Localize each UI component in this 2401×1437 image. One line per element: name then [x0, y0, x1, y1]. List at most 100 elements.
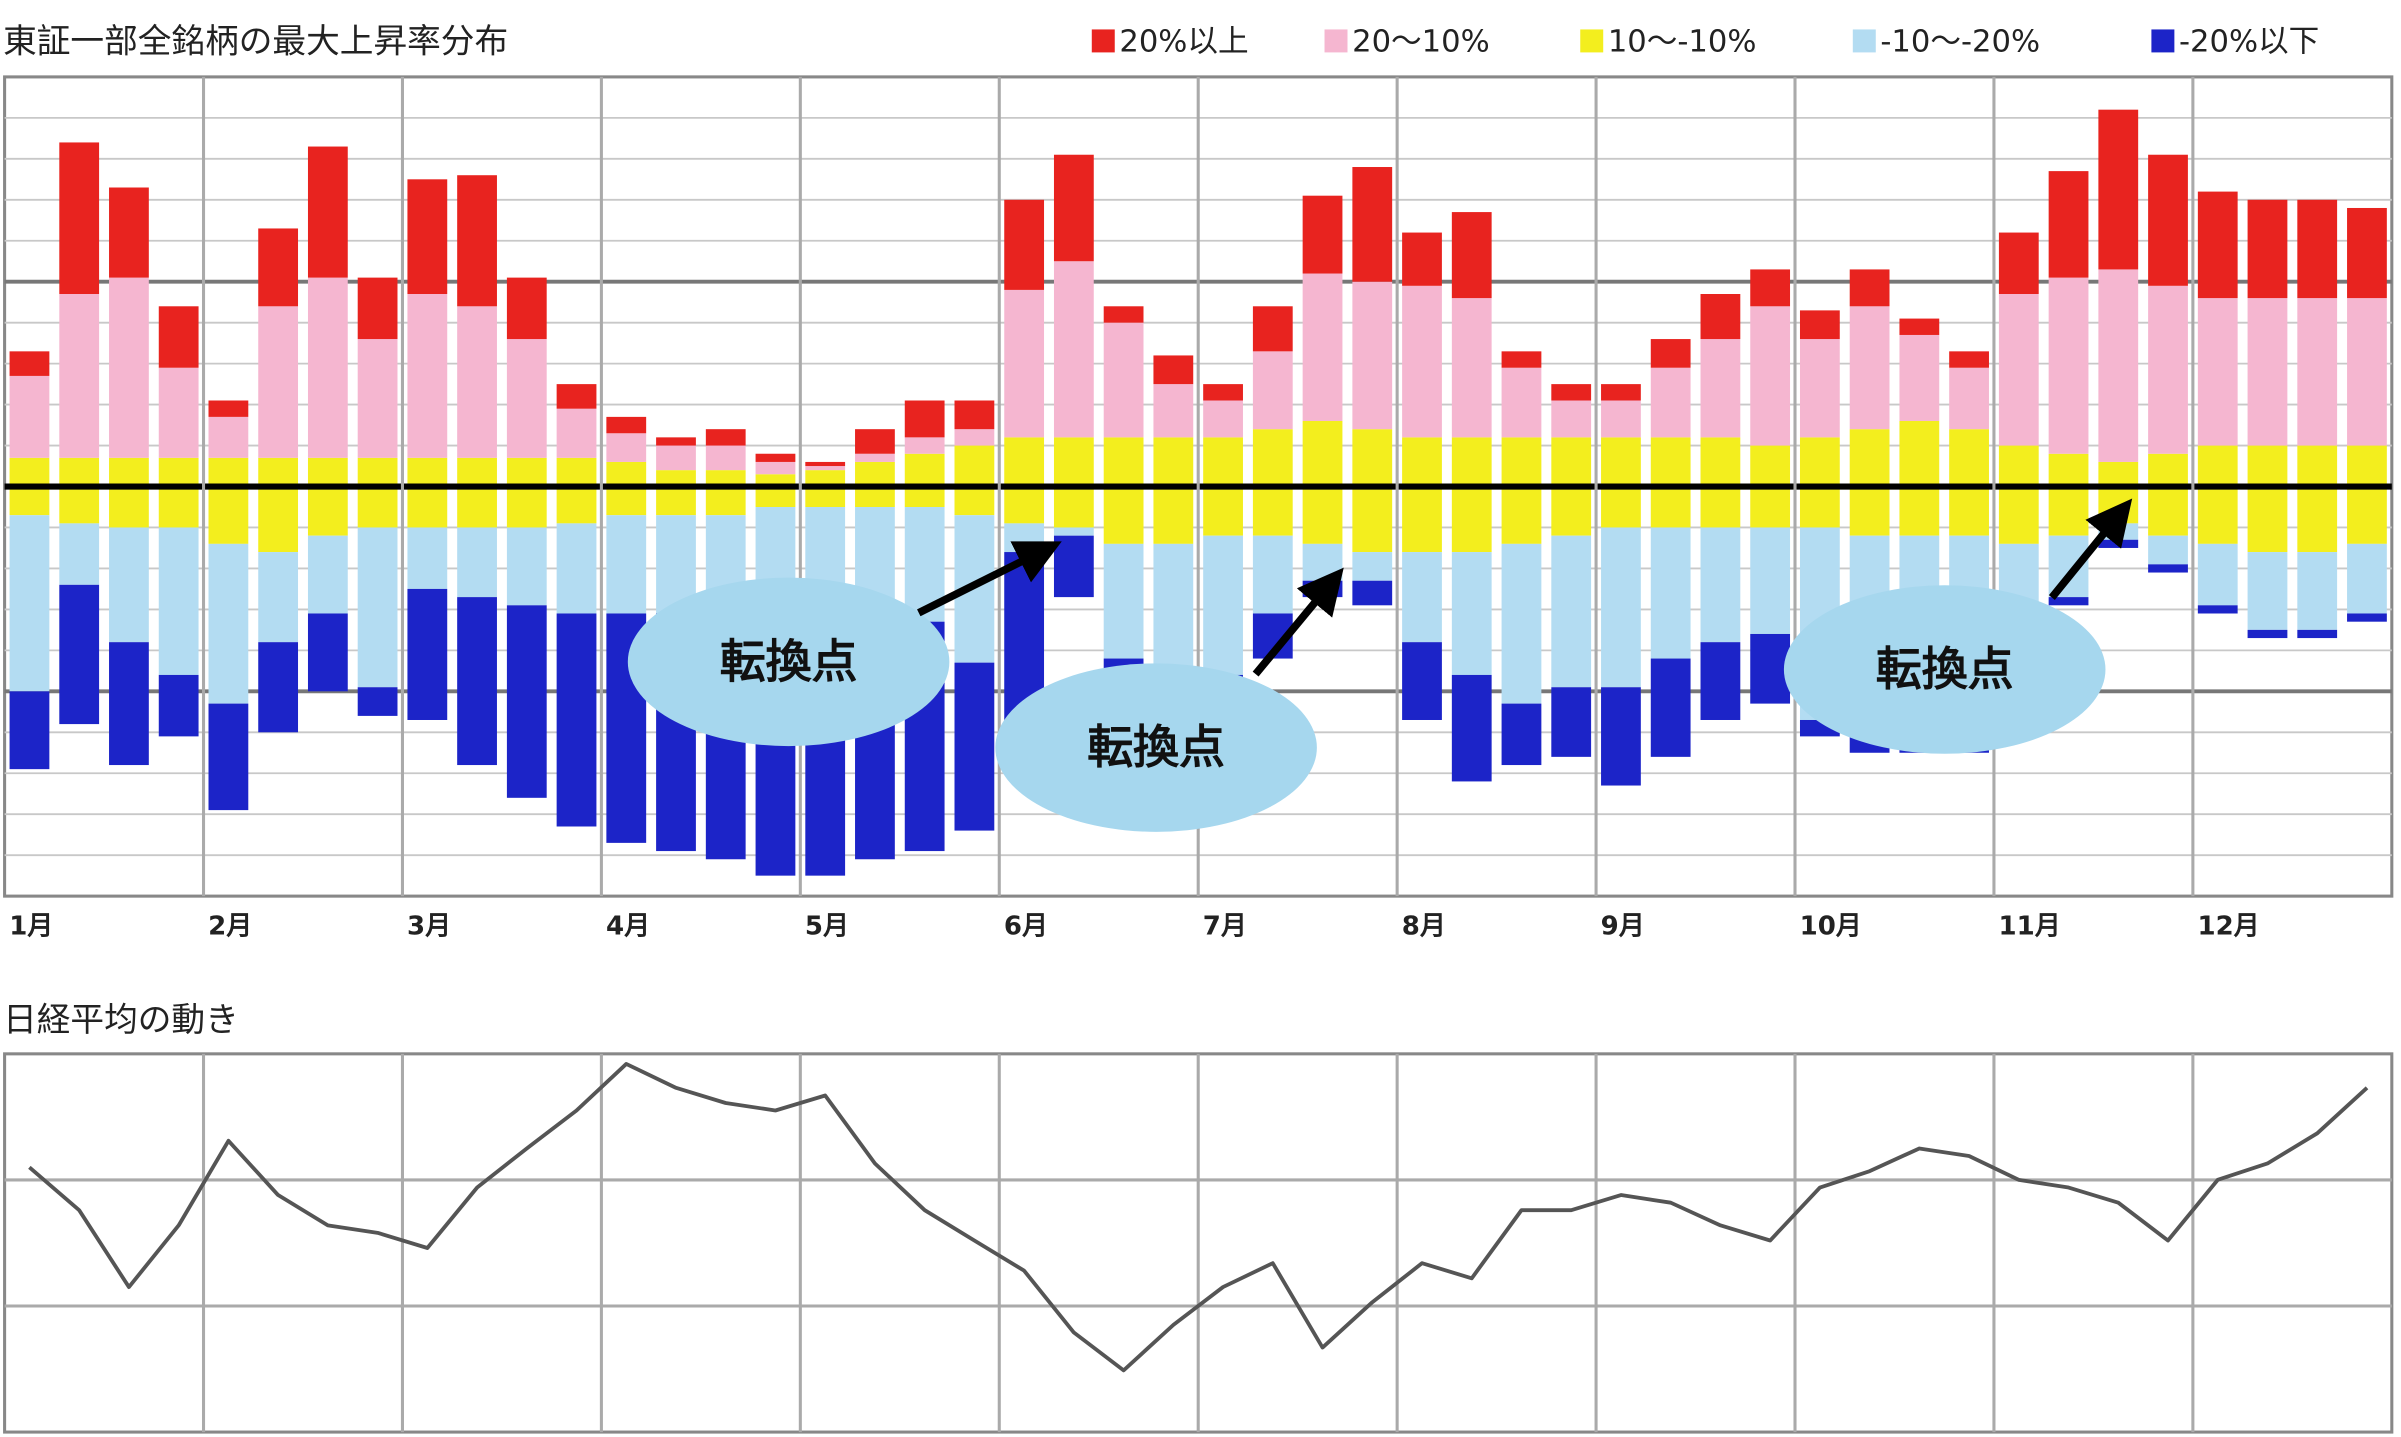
bar-segment [855, 486, 895, 507]
bar-segment [2347, 298, 2387, 446]
annotation: 転換点 [720, 634, 858, 688]
bar-segment [1700, 339, 1741, 438]
bar-segment [1501, 367, 1542, 438]
bar-segment [855, 461, 895, 487]
bar-segment [1551, 535, 1592, 688]
bar-segment [506, 527, 547, 606]
bar-segment [307, 535, 348, 614]
bar-segment [805, 466, 846, 471]
bar-segment [357, 687, 398, 716]
bar-segment [9, 486, 50, 516]
bar-segment [2048, 453, 2089, 487]
bar-segment [1601, 384, 1641, 401]
bar-segment [556, 384, 597, 409]
bar-segment [606, 486, 647, 516]
bar-segment [705, 470, 746, 487]
bar-segment [1451, 486, 1492, 553]
bar-segment [606, 515, 647, 614]
bar-segment [1402, 437, 1442, 487]
legend-swatch [1580, 29, 1604, 53]
bar-segment [357, 486, 398, 528]
bar-segment [904, 437, 945, 454]
bar-segment [2247, 199, 2288, 299]
bar-segment [1451, 552, 1492, 675]
bar-segment [1501, 437, 1542, 487]
bar-segment [1103, 543, 1144, 659]
bar-segment [109, 486, 149, 528]
bar-segment [1899, 486, 1940, 536]
bar-segment [1402, 486, 1442, 553]
bar-segment [208, 543, 249, 704]
bar-segment [1053, 154, 1094, 262]
bar-segment [158, 457, 199, 487]
bar-segment [1203, 535, 1243, 675]
bar-segment [1551, 437, 1592, 487]
bar-segment [1601, 687, 1641, 786]
bar-segment [1352, 281, 1393, 430]
legend-swatch [1091, 29, 1115, 53]
line [28, 1062, 2369, 1373]
bar-segment [208, 400, 249, 417]
x-tick-label: 6月 [1004, 911, 1048, 941]
bar-segment [1252, 535, 1293, 614]
arrow [2048, 498, 2133, 600]
bar-segment [59, 457, 100, 487]
bar-segment [1601, 486, 1641, 528]
bar-segment [2297, 486, 2338, 553]
bar-segment [59, 523, 100, 585]
bar-segment [1103, 306, 1144, 323]
bar-segment [1451, 212, 1492, 299]
bar-segment [357, 457, 398, 487]
bar-segment [357, 339, 398, 458]
legend-label: 20～10% [1352, 25, 1490, 60]
bar-segment [1700, 293, 1741, 340]
bar-segment [457, 306, 497, 458]
bar-segment [1402, 285, 1442, 438]
bar-segment [705, 486, 746, 516]
bar-segment [258, 228, 299, 307]
legend-label: -10～-20% [1880, 25, 2040, 60]
bar-segment [855, 453, 895, 462]
bar-segment [1601, 437, 1641, 487]
bar-segment [2148, 453, 2188, 487]
bar-segment [506, 486, 547, 528]
bar-segment [556, 457, 597, 487]
bar-segment [1103, 322, 1144, 438]
bar-segment [2347, 486, 2387, 544]
bar-segment [1004, 523, 1045, 553]
bar-segment [1650, 437, 1691, 487]
bar-segment [805, 486, 846, 507]
bar-segment [1899, 334, 1940, 421]
bar-segment [855, 429, 895, 454]
bar-segment [1053, 437, 1094, 487]
bar-segment [1551, 400, 1592, 438]
bar-segment [1650, 339, 1691, 368]
bar-segment [1203, 384, 1243, 401]
bar-segment [1799, 310, 1840, 340]
bar-segment [1302, 486, 1343, 544]
legend-swatch [1324, 29, 1348, 53]
bar-segment [208, 703, 249, 811]
bar-segment [1302, 543, 1343, 581]
bar-segment [457, 486, 497, 528]
bar-segment [2297, 199, 2338, 299]
bar-segment [1203, 486, 1243, 536]
bar-segment [1402, 642, 1442, 720]
bar-segment [1252, 429, 1293, 487]
bar-segment [407, 179, 448, 294]
bar-segment [1899, 318, 1940, 335]
bar-segment [1998, 293, 2039, 446]
bar-segment [109, 642, 149, 766]
bar-segment [1650, 367, 1691, 438]
bar-segment [1053, 486, 1094, 528]
bar-segment [1451, 437, 1492, 487]
bar-segment [1501, 351, 1542, 368]
bar-segment [1153, 355, 1194, 385]
chart-title: 東証一部全銘柄の最大上昇率分布 [3, 22, 508, 61]
bar-segment [1700, 486, 1741, 528]
bar-segment [1551, 687, 1592, 757]
bar-segment [1203, 400, 1243, 438]
bar-segment [457, 175, 497, 307]
bar-segment [705, 445, 746, 471]
